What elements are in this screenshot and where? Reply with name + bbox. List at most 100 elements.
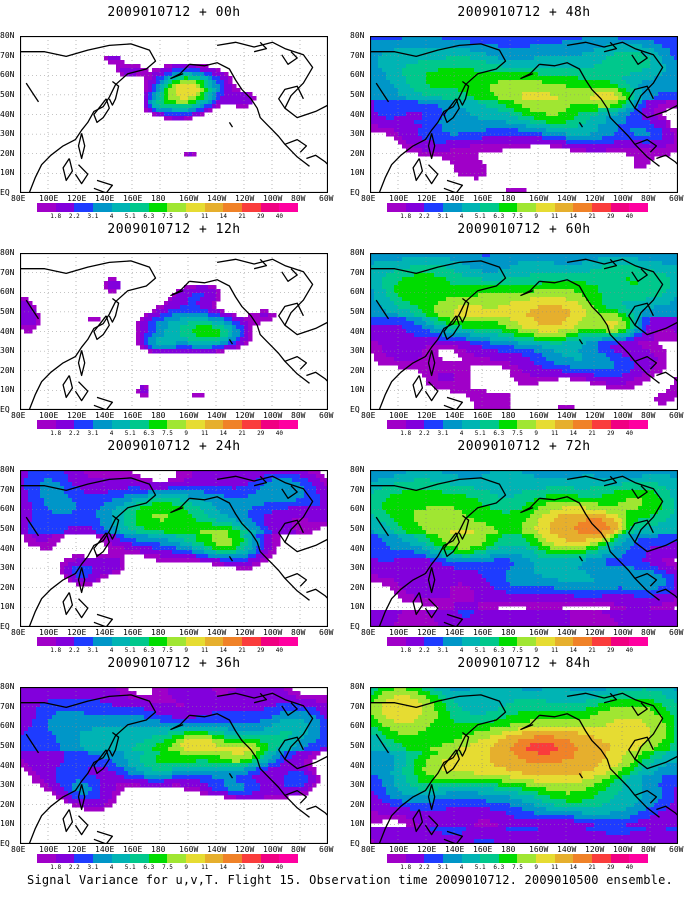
longitude-label: 120E — [67, 411, 87, 420]
colorbar-swatch — [148, 203, 168, 212]
colorbar-swatch — [260, 637, 280, 646]
colorbar-label: 14 — [219, 647, 228, 654]
colorbar-label: 2.2 — [418, 430, 430, 437]
colorbar-swatch — [498, 637, 518, 646]
colorbar-label: 7.5 — [512, 430, 523, 437]
colorbar-label: 14 — [569, 430, 578, 437]
map-panel: 2009010712 + 12h 80N 70N 60N 50N 40N 30N 20N 10N… — [0, 222, 348, 442]
longitude-label: 100E — [39, 845, 59, 854]
latitude-label: 40N — [0, 326, 15, 336]
colorbar-label: 1.8 — [50, 430, 62, 437]
colorbar-swatch — [387, 854, 406, 863]
latitude-label: 30N — [350, 780, 365, 790]
longitude-label: 180 — [151, 411, 166, 420]
longitude-label: 80E — [361, 628, 376, 637]
colorbar-swatch — [387, 637, 406, 646]
colorbar-label: 2.2 — [418, 864, 430, 871]
colorbar-swatch — [536, 637, 555, 646]
colorbar-swatch — [92, 420, 112, 429]
variance-field — [20, 277, 277, 398]
latitude-label: 40N — [350, 109, 365, 119]
colorbar-label: 40 — [275, 430, 283, 437]
latitude-label: 60N — [350, 70, 365, 80]
variance-field — [20, 470, 328, 587]
colorbar-label: 2.2 — [68, 213, 80, 220]
colorbar-swatch — [55, 854, 75, 863]
longitude-label: 140W — [207, 628, 227, 637]
colorbar-label: 9 — [184, 213, 188, 220]
latitude-label: 20N — [350, 148, 365, 158]
colorbar-swatch — [573, 203, 593, 212]
colorbar-swatch — [260, 420, 280, 429]
colorbar-label: 6.3 — [493, 864, 505, 871]
colorbar-label: 21 — [588, 647, 596, 654]
panel-title: 2009010712 + 72h — [457, 439, 591, 454]
colorbar-swatch — [279, 637, 298, 646]
colorbar-label: 6.3 — [493, 213, 505, 220]
colorbar-label: 21 — [588, 864, 596, 871]
coastlines — [20, 258, 328, 410]
colorbar-swatch — [592, 420, 611, 429]
longitude-label: 100E — [39, 411, 59, 420]
colorbar-label: 7.5 — [162, 647, 173, 654]
colorbar-swatch — [74, 203, 93, 212]
map-panel: 2009010712 + 72h 80N 70N 60N 50N 40N 30N 20N 10N… — [350, 439, 698, 659]
colorbar-label: 14 — [569, 864, 578, 871]
longitude-label: 100W — [263, 845, 283, 854]
colorbar-swatch — [629, 854, 648, 863]
colorbar-swatch — [517, 637, 537, 646]
map-panel: 2009010712 + 24h 80N 70N 60N 50N 40N 30N 20N 10N… — [0, 439, 348, 659]
colorbar-label: 5.1 — [474, 647, 486, 654]
colorbar-label: 29 — [607, 647, 615, 654]
latitude-label: 70N — [350, 484, 365, 494]
latitude-label: 40N — [0, 760, 15, 770]
colorbar-swatch — [242, 203, 261, 212]
colorbar-swatch — [554, 637, 574, 646]
longitude-label: 80E — [361, 411, 376, 420]
colorbar-label: 40 — [275, 213, 283, 220]
longitude-label: 140E — [95, 194, 115, 203]
colorbar-swatch — [279, 420, 298, 429]
colorbar-swatch — [74, 420, 93, 429]
latitude-label: 20N — [350, 365, 365, 375]
longitude-label: 120E — [67, 628, 87, 637]
colorbar-swatch — [130, 637, 149, 646]
colorbar-swatch — [592, 637, 611, 646]
colorbar-swatch — [55, 420, 75, 429]
colorbar-swatch — [74, 854, 93, 863]
longitude-label: 120W — [235, 411, 255, 420]
map-panel: 2009010712 + 60h 80N 70N 60N 50N 40N 30N 20N 10N… — [350, 222, 698, 442]
colorbar-label: 7.5 — [512, 213, 523, 220]
colorbar-swatch — [480, 854, 499, 863]
variance-field — [370, 470, 678, 627]
map-frame — [370, 687, 678, 844]
colorbar-swatch — [204, 420, 224, 429]
colorbar-swatch — [186, 420, 205, 429]
longitude-label: 160E — [123, 845, 143, 854]
longitude-label: 80E — [11, 628, 26, 637]
longitude-label: 120E — [417, 194, 437, 203]
longitude-label: 120E — [417, 628, 437, 637]
latitude-label: 70N — [350, 701, 365, 711]
longitude-label: 160E — [473, 845, 493, 854]
latitude-label: 60N — [0, 287, 15, 297]
latitude-label: EQ — [350, 188, 360, 197]
contour-map — [370, 687, 678, 844]
colorbar-label: 40 — [625, 213, 633, 220]
colorbar-label: 11 — [201, 213, 209, 220]
colorbar-label: 11 — [201, 430, 209, 437]
colorbar-swatch — [130, 203, 149, 212]
contour-map — [20, 36, 328, 193]
map-panel: 2009010712 + 48h 80N 70N 60N 50N 40N 30N 20N 10N… — [350, 5, 698, 225]
colorbar-swatch — [167, 203, 187, 212]
colorbar-label: 40 — [275, 647, 283, 654]
colorbar-swatch — [592, 203, 611, 212]
longitude-label: 120W — [585, 845, 605, 854]
coastlines — [370, 475, 678, 627]
colorbar-swatch — [223, 203, 243, 212]
colorbar-label: 11 — [551, 647, 559, 654]
longitude-label: 80E — [361, 845, 376, 854]
colorbar-swatch — [554, 854, 574, 863]
colorbar-label: 7.5 — [162, 864, 173, 871]
colorbar-swatch — [37, 854, 56, 863]
